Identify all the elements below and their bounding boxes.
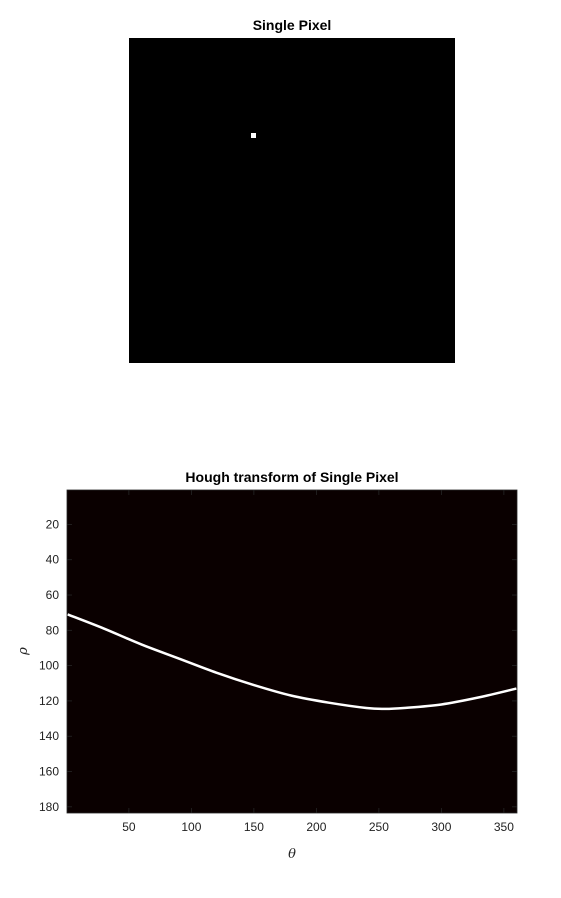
y-tick-label: 140 — [39, 729, 59, 743]
hough-chart-title: Hough transform of Single Pixel — [185, 469, 399, 485]
x-axis-label: θ — [288, 847, 296, 862]
x-tick-label: 100 — [181, 820, 201, 834]
heatmap-background — [67, 490, 517, 813]
y-axis-label: ρ — [16, 647, 31, 656]
y-tick-label: 60 — [46, 588, 60, 602]
y-tick-label: 40 — [46, 553, 60, 567]
y-tick-label: 160 — [39, 765, 59, 779]
hough-curve — [67, 613, 517, 711]
x-tick-label: 150 — [244, 820, 264, 834]
plot-frame — [66, 489, 518, 814]
y-tick-label: 120 — [39, 694, 59, 708]
y-tick-label: 20 — [46, 517, 60, 531]
y-tick-label: 100 — [39, 659, 59, 673]
x-tick-label: 200 — [306, 820, 326, 834]
plot-area — [66, 489, 518, 814]
white-pixel — [251, 133, 256, 138]
axis-ticks: 50 100 150 200 250 300 350 20 40 60 80 100 120 140 160… — [39, 490, 517, 834]
single-pixel-image — [129, 38, 455, 363]
x-tick-label: 350 — [494, 820, 514, 834]
y-tick-label: 180 — [39, 800, 59, 814]
y-tick-label: 80 — [46, 623, 60, 637]
x-tick-label: 250 — [369, 820, 389, 834]
single-pixel-title: Single Pixel — [252, 17, 332, 33]
x-tick-label: 300 — [431, 820, 451, 834]
x-tick-label: 50 — [122, 820, 136, 834]
